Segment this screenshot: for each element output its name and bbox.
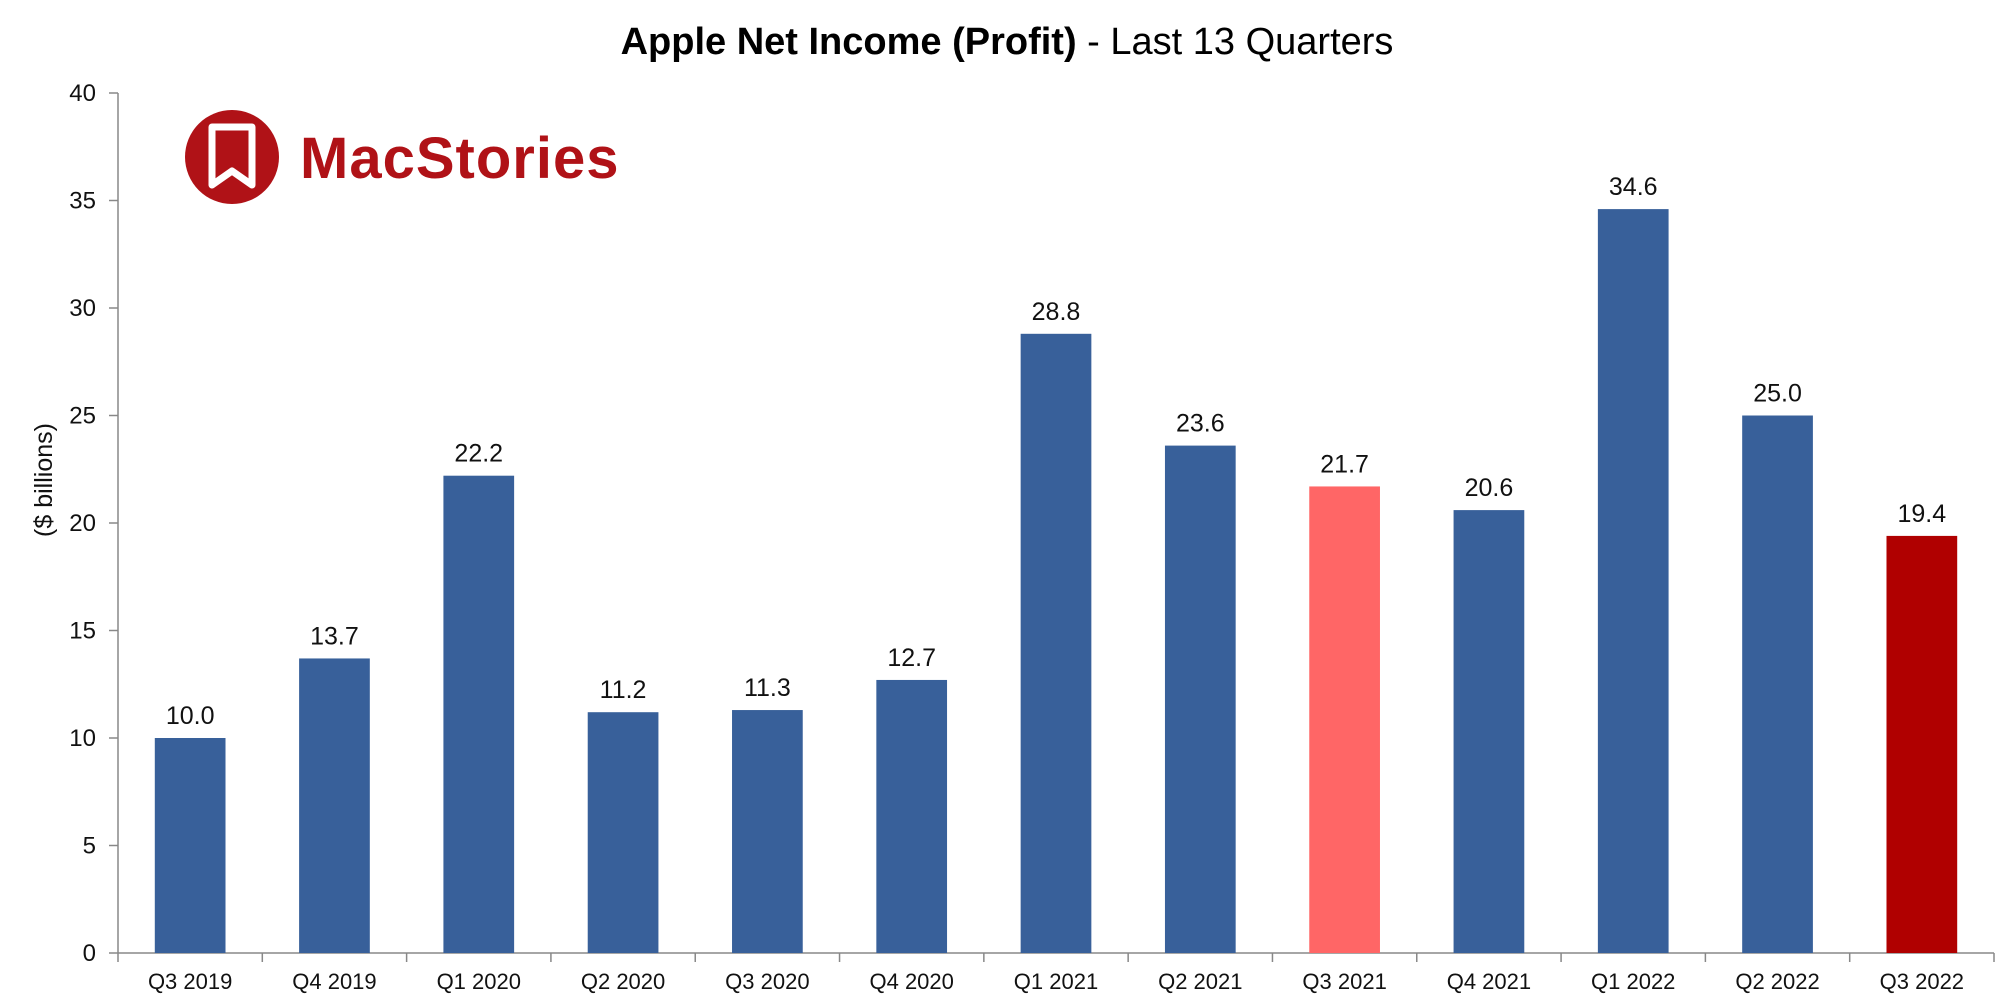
x-tick-label: Q4 2019: [292, 969, 376, 994]
x-axis-ticks: Q3 2019 Q4 2019 Q1 2020 Q2 2020 Q3 2020 Q4 20…: [117, 953, 1995, 994]
x-tick-label: Q1 2022: [1591, 969, 1675, 994]
bar: [1164, 445, 1236, 953]
bar: [299, 658, 370, 953]
x-tick-label: Q1 2021: [1014, 969, 1098, 994]
y-tick-label: 20: [69, 510, 96, 537]
chart-title-rest: - Last 13 Quarters: [1077, 21, 1394, 63]
y-tick-label: 35: [69, 188, 96, 215]
x-tick-label: Q3 2021: [1302, 969, 1386, 994]
bar-value-label: 10.0: [166, 702, 215, 730]
logo-wordmark: MacStories: [300, 126, 619, 191]
bar: [876, 679, 948, 953]
x-tick-label: Q3 2022: [1880, 969, 1964, 994]
bar: [1453, 510, 1525, 953]
y-axis-ticks: 0 5 10 15 20 25 30 35 40: [69, 80, 118, 967]
bar-value-label: 13.7: [310, 622, 359, 650]
bar: [1742, 415, 1813, 953]
y-tick-label: 30: [69, 295, 96, 322]
y-tick-label: 25: [69, 403, 96, 430]
value-labels: 10.0 13.7 22.2 11.2 11.3 12.7 28.8 23.6 21.7 20.6…: [166, 173, 1946, 730]
bar: [732, 710, 803, 953]
y-tick-label: 15: [69, 618, 96, 645]
x-tick-label: Q1 2020: [437, 969, 521, 994]
chart-title: Apple Net Income (Profit) - Last 13 Quar…: [621, 21, 1394, 63]
bar-value-label: 34.6: [1609, 173, 1658, 201]
y-tick-label: 40: [69, 80, 96, 107]
bar-value-label: 23.6: [1176, 410, 1225, 438]
bar: [443, 475, 515, 953]
y-tick-label: 0: [83, 940, 96, 967]
x-tick-label: Q4 2020: [869, 969, 953, 994]
bar-value-label: 25.0: [1753, 380, 1802, 408]
x-tick-label: Q2 2022: [1735, 969, 1819, 994]
x-tick-label: Q3 2019: [148, 969, 232, 994]
bar-value-label: 19.4: [1898, 500, 1947, 528]
bar: [1597, 209, 1669, 954]
bookmark-circle-icon: [185, 110, 279, 204]
bar: [1020, 333, 1092, 953]
y-axis-label: ($ billions): [30, 423, 58, 537]
bar-value-label: 20.6: [1465, 474, 1514, 502]
bar-value-label: 12.7: [887, 644, 936, 672]
bar-value-label: 22.2: [454, 440, 503, 468]
bar-value-label: 28.8: [1032, 298, 1081, 326]
x-tick-label: Q2 2021: [1158, 969, 1242, 994]
y-tick-label: 5: [83, 833, 96, 860]
bars: [154, 209, 1958, 954]
chart-title-bold: Apple Net Income (Profit): [621, 21, 1077, 63]
bar-value-label: 11.3: [744, 674, 791, 702]
x-tick-label: Q2 2020: [581, 969, 665, 994]
bar: [1886, 535, 1958, 953]
bar: [587, 712, 659, 953]
bar: [154, 738, 226, 953]
x-tick-label: Q4 2021: [1447, 969, 1531, 994]
bar-value-label: 11.2: [600, 676, 647, 704]
y-tick-label: 10: [69, 725, 96, 752]
bar-value-label: 21.7: [1320, 450, 1369, 478]
bar: [1309, 486, 1380, 953]
logo: MacStories: [185, 110, 619, 204]
x-tick-label: Q3 2020: [725, 969, 809, 994]
